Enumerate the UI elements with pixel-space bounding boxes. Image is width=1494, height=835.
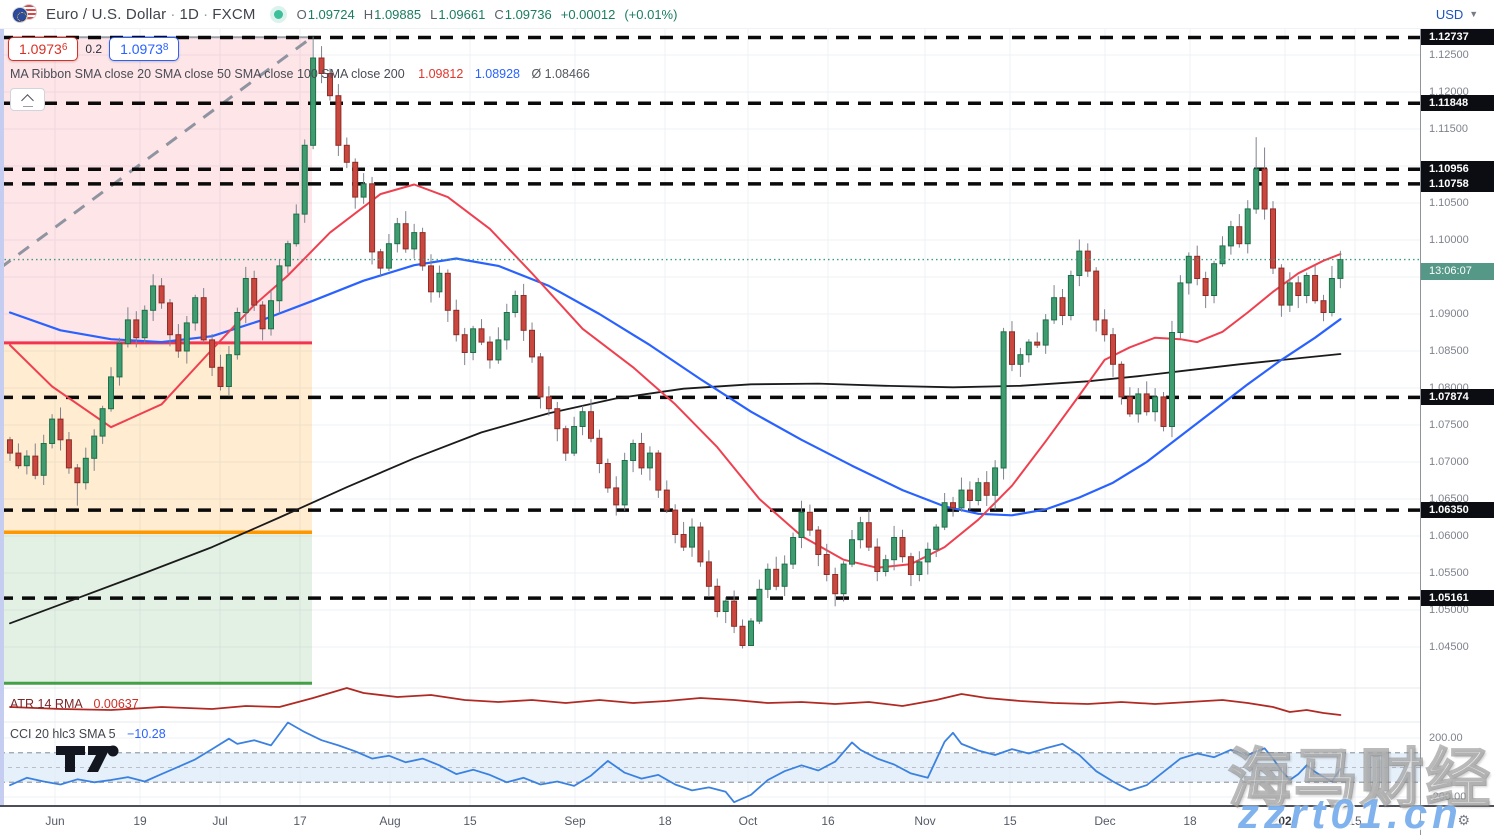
time-axis[interactable]: ⚙ Jun 19 Jul 17 Aug 15 Sep 18 Oct 16 Nov 15 Dec 18 202… <box>0 805 1494 835</box>
level-price-label: 1.05161 <box>1421 590 1494 606</box>
bar-countdown-label: 13:06:07 <box>1421 263 1494 280</box>
level-price-label: 1.10956 <box>1421 161 1494 177</box>
time-tick: 15 <box>463 814 477 828</box>
price-tick: 1.04500 <box>1429 641 1469 653</box>
chevron-down-icon: ▼ <box>1469 9 1479 19</box>
level-price-label: 1.10758 <box>1421 176 1494 192</box>
gear-icon[interactable]: ⚙ <box>1457 812 1470 828</box>
open-value: 1.09724 <box>307 6 355 22</box>
low-value: 1.09661 <box>438 6 486 22</box>
currency-selector[interactable]: USD ▼ <box>1420 0 1494 29</box>
chevron-up-icon <box>21 94 34 107</box>
eur-flag-icon <box>12 7 28 23</box>
time-tick: Sep <box>564 814 586 828</box>
change-percent: (+0.01%) <box>624 6 678 22</box>
price-tick: 1.07000 <box>1429 456 1469 468</box>
cci-value: −10.28 <box>127 727 166 741</box>
exchange-label: FXCM <box>212 5 256 23</box>
time-tick: 19 <box>133 814 147 828</box>
atr-value: 0.00637 <box>93 697 139 711</box>
level-price-label: 1.11848 <box>1421 95 1494 111</box>
level-price-label: 1.12737 <box>1421 29 1494 45</box>
atr-legend[interactable]: ATR 14 RMA 0.00637 <box>10 697 139 711</box>
sma20-value: 1.09812 <box>418 67 464 81</box>
time-tick: 18 <box>658 814 672 828</box>
cci-axis-label: -200.00 <box>1429 791 1467 803</box>
spread-value: 0.2 <box>85 42 103 56</box>
time-tick: 16 <box>821 814 835 828</box>
ohlc-values: O1.09724 H1.09885 L1.09661 C1.09736 +0.0… <box>296 6 678 22</box>
price-tick: 1.10000 <box>1429 234 1469 246</box>
price-tick: 1.07500 <box>1429 419 1469 431</box>
trade-widget: 1.09736 0.2 1.09738 <box>8 37 180 61</box>
price-tick: 1.10500 <box>1429 197 1469 209</box>
ma-ribbon-legend[interactable]: MA Ribbon SMA close 20 SMA close 50 SMA … <box>10 67 590 81</box>
price-axis[interactable]: 1.125001.120001.115001.105001.100001.095… <box>1420 29 1494 805</box>
time-tick: Oct <box>738 814 758 828</box>
interval-label: 1D <box>179 5 200 23</box>
price-tick: 1.12500 <box>1429 49 1469 61</box>
time-tick: Nov <box>914 814 936 828</box>
atr-label: ATR 14 RMA <box>10 697 83 711</box>
time-tick: 2024 <box>1271 814 1299 828</box>
ma-ribbon-label: MA Ribbon SMA close 20 SMA close 50 SMA … <box>10 67 405 81</box>
price-tick: 1.06000 <box>1429 530 1469 542</box>
currency-pair-icon <box>12 4 38 24</box>
time-tick: 18 <box>1183 814 1197 828</box>
chart-canvas[interactable] <box>0 0 1420 835</box>
time-tick: Jul <box>212 814 228 828</box>
time-tick: 17 <box>293 814 307 828</box>
price-tick: 1.09000 <box>1429 308 1469 320</box>
sell-button[interactable]: 1.09736 <box>8 37 79 61</box>
cci-legend[interactable]: CCI 20 hlc3 SMA 5 −10.28 <box>10 727 166 741</box>
level-price-label: 1.06350 <box>1421 502 1494 518</box>
time-tick: Jun <box>45 814 65 828</box>
market-status-dot <box>273 9 283 19</box>
cci-label: CCI 20 hlc3 SMA 5 <box>10 727 116 741</box>
collapse-pane-button[interactable] <box>10 88 45 111</box>
time-tick: 15 <box>1003 814 1017 828</box>
level-price-label: 1.07874 <box>1421 389 1494 405</box>
chart-header: Euro / U.S. Dollar · 1D · FXCM O1.09724 H1.0… <box>0 0 1420 29</box>
close-value: 1.09736 <box>504 6 552 22</box>
price-tick: 1.05000 <box>1429 604 1469 616</box>
sma50-value: 1.08928 <box>474 67 520 81</box>
tradingview-logo[interactable] <box>55 742 127 779</box>
price-tick: 1.08500 <box>1429 345 1469 357</box>
price-tick: 1.11500 <box>1429 123 1468 135</box>
left-edge-strip <box>0 8 4 805</box>
time-tick: Aug <box>379 814 401 828</box>
time-tick: 15 <box>1348 814 1362 828</box>
time-tick: Dec <box>1094 814 1116 828</box>
buy-button[interactable]: 1.09738 <box>109 37 180 61</box>
high-value: 1.09885 <box>374 6 422 22</box>
time-axis-corner: ⚙ <box>1420 807 1494 835</box>
change-value: +0.00012 <box>560 6 616 22</box>
sma200-avg-value: Ø 1.08466 <box>531 67 590 81</box>
price-tick: 1.05500 <box>1429 567 1469 579</box>
cci-axis-label: 200.00 <box>1429 732 1463 744</box>
symbol-title[interactable]: Euro / U.S. Dollar · 1D · FXCM <box>46 5 256 23</box>
